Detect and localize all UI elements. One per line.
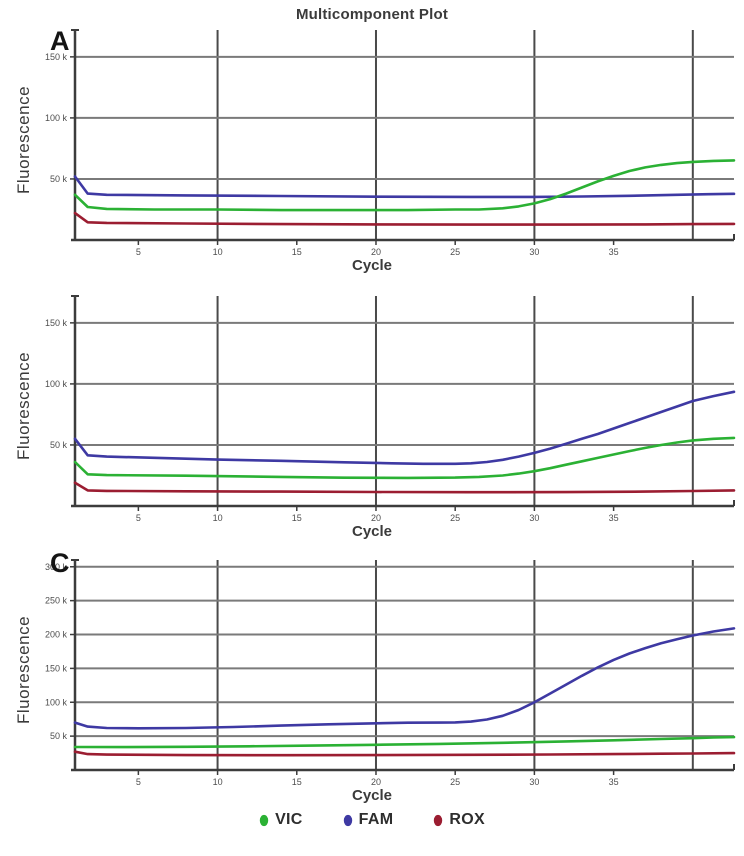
svg-text:15: 15 [292, 777, 302, 787]
legend-label-vic: VIC [275, 811, 303, 828]
panel-c-chart: 50 k 100 k 150 k 200 k 250 k 300 k 5 10 15 20 25 30… [45, 559, 736, 787]
panel-c-y-axis-title: Fluorescence [14, 615, 33, 725]
svg-text:15: 15 [292, 513, 302, 523]
svg-text:5: 5 [136, 247, 141, 257]
panel-a-letter: A [50, 26, 70, 56]
svg-text:30: 30 [529, 777, 539, 787]
panel-b-y-axis-title: Fluorescence [14, 351, 33, 461]
svg-text:100 k: 100 k [45, 113, 68, 123]
svg-text:150 k: 150 k [45, 663, 68, 673]
panel-b-chart: 50 k 100 k 150 k 5 10 15 20 25 30 35 [45, 295, 736, 523]
panel-b-x-axis-title: Cycle [351, 523, 393, 540]
svg-text:300 k: 300 k [45, 562, 68, 572]
svg-text:25: 25 [450, 513, 460, 523]
panel-c-x-axis-title: Cycle [351, 787, 393, 804]
svg-text:50 k: 50 k [50, 731, 68, 741]
panel-a: A Fluorescence 50 k 100 k 150 k 5 10 15 20 25 30… [0, 28, 744, 276]
svg-text:50 k: 50 k [50, 440, 68, 450]
legend-label-rox: ROX [449, 811, 485, 828]
legend-item-rox: ROX [433, 811, 485, 829]
svg-text:35: 35 [609, 777, 619, 787]
svg-text:30: 30 [529, 513, 539, 523]
svg-text:10: 10 [213, 777, 223, 787]
svg-text:25: 25 [450, 777, 460, 787]
panel-c-letter: C [50, 548, 70, 578]
panel-a-x-axis-title: Cycle [351, 257, 393, 274]
panel-c: C Fluorescence 50 k 100 k 150 k 200 k 250 k 3… [0, 542, 744, 806]
rox-dot-icon [434, 814, 443, 826]
svg-text:150 k: 150 k [45, 52, 68, 62]
svg-text:100 k: 100 k [45, 379, 68, 389]
svg-text:250 k: 250 k [45, 596, 68, 606]
panel-b: Fluorescence 50 k 100 k 150 k 5 10 15 20 25 30 35… [0, 276, 744, 542]
svg-text:50 k: 50 k [50, 174, 68, 184]
svg-text:10: 10 [213, 247, 223, 257]
chart-title: Multicomponent Plot [295, 6, 449, 23]
panel-a-chart: 50 k 100 k 150 k 5 10 15 20 25 30 35 [45, 29, 736, 257]
svg-text:35: 35 [609, 513, 619, 523]
svg-text:30: 30 [529, 247, 539, 257]
fam-dot-icon [343, 814, 352, 826]
svg-text:35: 35 [609, 247, 619, 257]
svg-text:150 k: 150 k [45, 318, 68, 328]
svg-text:25: 25 [450, 247, 460, 257]
svg-text:10: 10 [213, 513, 223, 523]
svg-text:200 k: 200 k [45, 630, 68, 640]
svg-text:5: 5 [136, 513, 141, 523]
svg-text:20: 20 [371, 777, 381, 787]
legend-label-fam: FAM [358, 811, 394, 828]
legend-item-fam: FAM [343, 811, 394, 829]
svg-text:15: 15 [292, 247, 302, 257]
legend: VIC FAM ROX [0, 804, 744, 836]
svg-text:100 k: 100 k [45, 697, 68, 707]
panel-a-y-axis-title: Fluorescence [14, 85, 33, 195]
svg-text:20: 20 [371, 247, 381, 257]
svg-text:20: 20 [371, 513, 381, 523]
svg-text:5: 5 [136, 777, 141, 787]
vic-dot-icon [259, 814, 269, 826]
legend-item-vic: VIC [259, 811, 303, 829]
